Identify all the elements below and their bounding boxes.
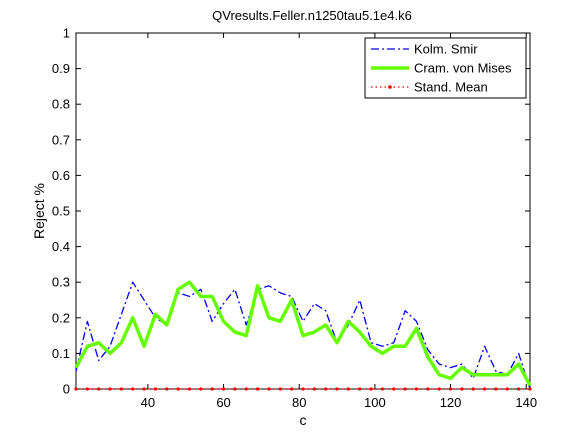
y-tick-label: 0.4 <box>52 239 70 254</box>
series-point <box>483 387 487 391</box>
series-point <box>187 387 192 391</box>
series-point <box>153 387 158 391</box>
series-point <box>301 387 305 391</box>
y-tick-label: 0.8 <box>52 97 70 112</box>
series-line-0 <box>75 281 531 390</box>
y-tick-label: 0.5 <box>52 204 70 219</box>
x-tick-label: 60 <box>216 395 230 410</box>
series-point <box>290 387 294 391</box>
series-point <box>233 387 237 391</box>
series-point <box>108 387 112 391</box>
y-tick-label: 0.2 <box>52 310 70 325</box>
series-point <box>176 387 180 391</box>
series-point <box>267 387 271 391</box>
series-point <box>505 387 509 391</box>
axis-ticks: 40 60 80 100 120 140 0 0.1 0.2 0.3 0.4 0.5 0.6 0.7 0.8… <box>52 26 537 411</box>
legend-label: Kolm. Smir <box>414 42 478 57</box>
y-tick-label: 0.3 <box>52 275 70 290</box>
series-point <box>437 387 441 391</box>
y-tick-label: 0.7 <box>52 132 70 147</box>
series-point <box>85 387 89 391</box>
y-tick-label: 0 <box>63 382 70 397</box>
x-tick-label: 100 <box>364 395 386 410</box>
series-point <box>528 387 532 391</box>
series-point <box>403 387 407 391</box>
series-point <box>142 387 146 391</box>
series-point <box>97 387 101 391</box>
series-point <box>74 387 78 391</box>
series-point <box>460 387 464 391</box>
series-point <box>210 387 214 391</box>
series-point <box>324 387 328 391</box>
series-point <box>312 387 316 391</box>
x-tick-label: 40 <box>141 395 155 410</box>
x-tick-label: 80 <box>292 395 306 410</box>
series-point <box>335 387 339 391</box>
series-point <box>358 387 362 391</box>
chart-title: QVresults.Feller.n1250tau5.1e4.k6 <box>212 8 412 23</box>
y-tick-label: 0.9 <box>52 61 70 76</box>
series-point <box>414 387 419 391</box>
series-point <box>392 387 396 391</box>
series-point <box>131 387 135 391</box>
series-point <box>426 387 430 391</box>
series-point <box>369 387 373 391</box>
series-point <box>221 387 226 391</box>
series-point <box>494 387 498 391</box>
x-tick-label: 140 <box>515 395 537 410</box>
series-point <box>244 387 248 391</box>
legend-marker <box>388 85 392 89</box>
y-tick-label: 0.1 <box>52 346 70 361</box>
x-tick-label: 120 <box>440 395 462 410</box>
x-axis-label: c <box>300 412 307 428</box>
series-point <box>199 387 203 391</box>
series-point <box>517 387 521 391</box>
series-point <box>471 387 475 391</box>
series-line-1 <box>74 280 532 387</box>
legend-label: Stand. Mean <box>414 80 488 95</box>
y-tick-label: 0.6 <box>52 168 70 183</box>
legend-label: Cram. von Mises <box>414 61 512 76</box>
legend: Kolm. Smir Cram. von Mises Stand. Mean <box>364 37 527 99</box>
series-point <box>256 387 260 391</box>
series-point <box>346 387 350 391</box>
series-point <box>380 387 385 391</box>
series-point <box>278 387 282 391</box>
y-tick-label: 1 <box>63 26 70 41</box>
series-point <box>448 387 453 391</box>
y-axis-label: Reject % <box>31 183 47 239</box>
series-point <box>119 387 123 391</box>
series-point <box>165 387 169 391</box>
series-layer <box>74 280 532 391</box>
